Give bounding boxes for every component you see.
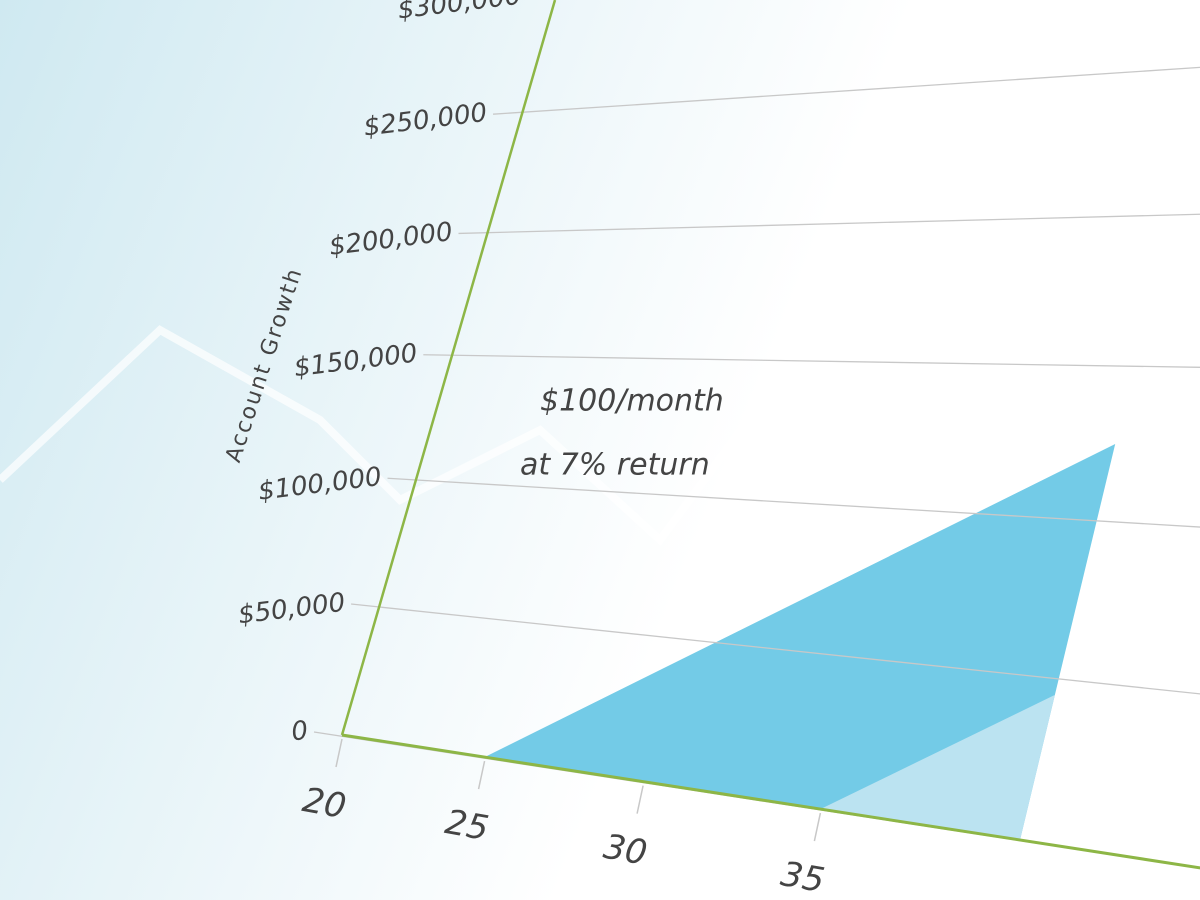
x-tick [813, 812, 822, 842]
y-tick-label: 0 [290, 716, 310, 748]
grid-line [387, 477, 1200, 528]
x-tick-label: 20 [299, 780, 349, 827]
x-tick-label: 30 [601, 827, 651, 874]
x-tick [636, 785, 644, 814]
y-axis [340, 0, 557, 736]
x-axis [341, 733, 1200, 870]
x-tick [335, 738, 343, 768]
x-tick [477, 760, 486, 790]
grid-line [351, 603, 1200, 695]
grid-line [458, 213, 1200, 235]
x-tick-label: 25 [442, 802, 492, 849]
grid-line [492, 66, 1200, 115]
decor-line [0, 257, 903, 546]
area [820, 694, 1055, 840]
grid-line [423, 354, 1200, 368]
annotation: at 7% return [520, 448, 710, 483]
x-tick-label: 35 [778, 854, 828, 900]
area [484, 444, 1116, 840]
annotation: $100/month [540, 384, 724, 419]
